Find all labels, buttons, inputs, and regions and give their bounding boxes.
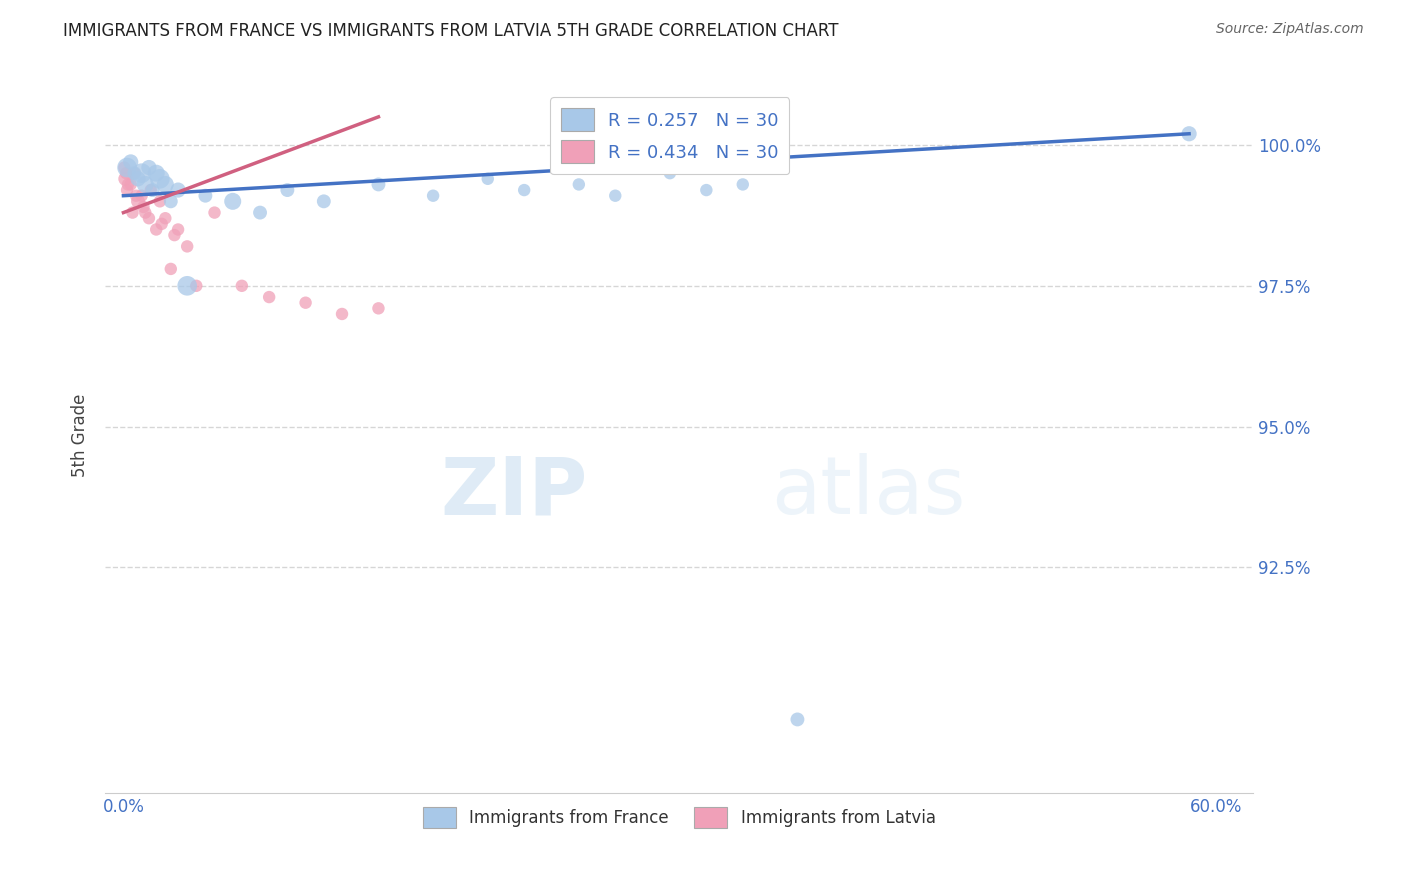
Point xyxy=(120,178,142,192)
Point xyxy=(731,178,754,192)
Point xyxy=(120,155,142,169)
Point xyxy=(658,166,681,180)
Point xyxy=(155,211,177,226)
Point xyxy=(142,183,165,197)
Point xyxy=(115,166,138,180)
Point xyxy=(194,188,217,202)
Point xyxy=(276,183,298,197)
Point xyxy=(121,205,143,219)
Point xyxy=(134,178,156,192)
Point xyxy=(149,171,172,186)
Text: IMMIGRANTS FROM FRANCE VS IMMIGRANTS FROM LATVIA 5TH GRADE CORRELATION CHART: IMMIGRANTS FROM FRANCE VS IMMIGRANTS FRO… xyxy=(63,22,839,40)
Point xyxy=(150,217,173,231)
Point xyxy=(367,178,389,192)
Point xyxy=(124,166,146,180)
Point xyxy=(786,713,808,727)
Point xyxy=(249,205,271,219)
Point xyxy=(568,178,591,192)
Text: Source: ZipAtlas.com: Source: ZipAtlas.com xyxy=(1216,22,1364,37)
Point xyxy=(127,194,149,209)
Point xyxy=(145,222,167,236)
Point xyxy=(139,183,162,197)
Point xyxy=(176,239,198,253)
Point xyxy=(231,278,253,293)
Point xyxy=(124,166,146,180)
Point xyxy=(132,200,155,214)
Point xyxy=(477,171,499,186)
Point xyxy=(167,183,190,197)
Point xyxy=(138,161,160,175)
Point xyxy=(112,161,135,175)
Point xyxy=(513,183,536,197)
Point xyxy=(115,183,138,197)
Point xyxy=(367,301,389,316)
Point xyxy=(159,194,181,209)
Y-axis label: 5th Grade: 5th Grade xyxy=(72,393,89,476)
Point xyxy=(176,278,198,293)
Point xyxy=(330,307,353,321)
Point xyxy=(312,194,335,209)
Point xyxy=(134,205,156,219)
Point xyxy=(145,166,167,180)
Point xyxy=(204,205,226,219)
Point xyxy=(695,183,717,197)
Point xyxy=(222,194,245,209)
Point xyxy=(294,295,316,310)
Point xyxy=(114,171,136,186)
Point xyxy=(422,188,444,202)
Text: atlas: atlas xyxy=(770,453,965,532)
Point xyxy=(131,166,153,180)
Point xyxy=(138,211,160,226)
Point xyxy=(115,161,138,175)
Point xyxy=(257,290,280,304)
Point xyxy=(167,222,190,236)
Point xyxy=(186,278,208,293)
Point xyxy=(163,228,186,243)
Point xyxy=(117,178,139,192)
Point xyxy=(127,171,149,186)
Point xyxy=(159,261,181,276)
Point xyxy=(1178,127,1201,141)
Text: ZIP: ZIP xyxy=(440,453,588,532)
Point xyxy=(131,188,153,202)
Point xyxy=(125,188,148,202)
Point xyxy=(605,188,627,202)
Point xyxy=(149,194,172,209)
Point xyxy=(155,178,177,192)
Legend: Immigrants from France, Immigrants from Latvia: Immigrants from France, Immigrants from … xyxy=(416,801,942,834)
